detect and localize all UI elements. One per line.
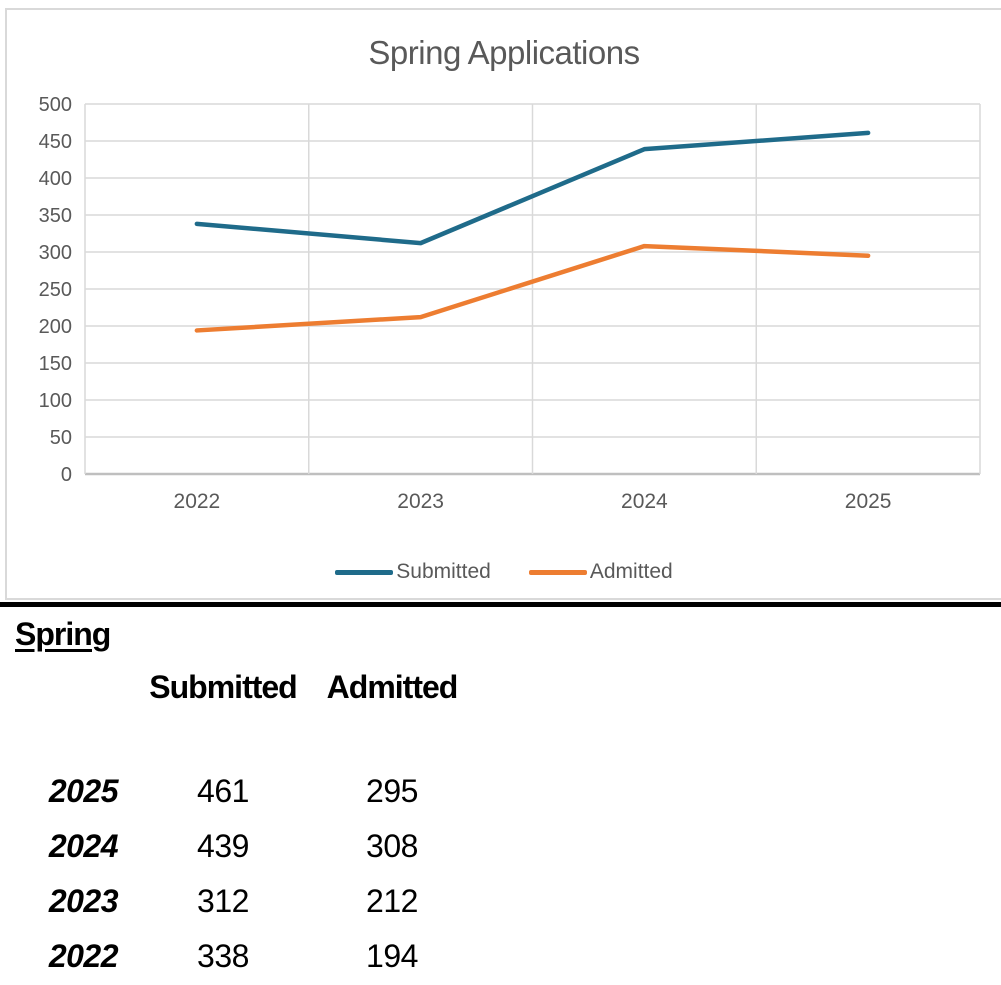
chart-title[interactable]: Spring Applications [368, 34, 640, 71]
legend-item-submitted[interactable]: Submitted [335, 560, 491, 584]
chart-plot-area: 0 50 100 150 200 250 300 350 400 450 500 2022 2023 20… [39, 94, 981, 513]
table-row: 2024 439 308 [0, 825, 520, 880]
cell-submitted[interactable]: 461 [197, 773, 249, 809]
x-axis-category-label: 2025 [845, 490, 892, 513]
table-row: 2023 312 212 [0, 880, 520, 935]
cell-admitted[interactable]: 212 [366, 883, 418, 919]
cell-year[interactable]: 2024 [48, 828, 119, 864]
legend-swatch-submitted-icon [335, 569, 394, 575]
legend-label-submitted: Submitted [396, 560, 491, 583]
cell-year[interactable]: 2022 [48, 938, 119, 974]
y-axis-tick-label: 250 [39, 279, 72, 301]
cell-year[interactable]: 2023 [48, 883, 119, 919]
chart-legend: Submitted Admitted [7, 556, 1001, 588]
y-axis-tick-label: 50 [50, 427, 72, 449]
column-header-admitted[interactable]: Admitted [326, 669, 459, 705]
cell-year[interactable]: 2025 [48, 773, 119, 809]
y-axis-tick-label: 150 [39, 353, 72, 375]
cell-admitted[interactable]: 308 [366, 828, 418, 864]
table-row: 2025 461 295 [0, 770, 520, 825]
legend-swatch-admitted-icon [528, 569, 587, 575]
column-header-submitted[interactable]: Submitted [149, 669, 297, 705]
y-axis-tick-label: 450 [39, 131, 72, 153]
cell-submitted[interactable]: 439 [197, 828, 249, 864]
table-title[interactable]: Spring [15, 616, 111, 652]
cell-admitted[interactable]: 295 [366, 773, 418, 809]
y-axis-tick-label: 0 [61, 464, 72, 486]
cell-admitted[interactable]: 194 [366, 938, 418, 974]
legend-label-admitted: Admitted [589, 560, 673, 583]
y-axis-tick-label: 500 [39, 94, 72, 116]
table-row: 2022 338 194 [0, 935, 520, 985]
x-axis-category-label: 2022 [174, 490, 221, 513]
y-axis-tick-label: 200 [39, 316, 72, 338]
x-axis-category-label: 2024 [621, 490, 668, 513]
legend-item-admitted[interactable]: Admitted [528, 560, 673, 584]
series-line-admitted[interactable] [194, 243, 871, 333]
y-axis-tick-label: 350 [39, 205, 72, 227]
y-axis-tick-label: 100 [39, 390, 72, 412]
y-axis-tick-label: 300 [39, 242, 72, 264]
y-axis-tick-label: 400 [39, 168, 72, 190]
x-axis-category-label: 2023 [397, 490, 444, 513]
section-divider [0, 602, 1001, 607]
cell-submitted[interactable]: 338 [197, 938, 249, 974]
cell-submitted[interactable]: 312 [197, 883, 249, 919]
chart-card[interactable]: Spring Applications Submitted Admitted [5, 8, 1001, 600]
series-line-submitted[interactable] [194, 130, 871, 246]
